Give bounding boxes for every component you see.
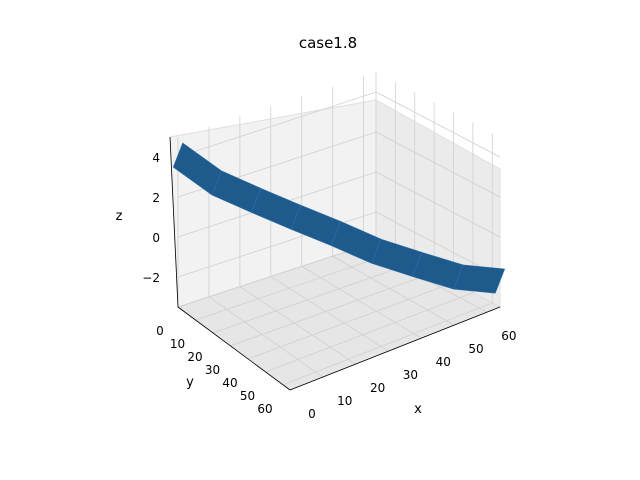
y-axis-line: [177, 306, 291, 391]
grid-line-y: [195, 251, 396, 321]
x-tick-label: 40: [436, 355, 451, 369]
grid-line-y: [265, 292, 474, 373]
grid-line-y: [282, 302, 493, 386]
x-tick-label: 30: [403, 368, 418, 382]
grid-line-x: [208, 296, 324, 378]
y-tick-label: 40: [222, 376, 237, 390]
x-tick-label: 20: [370, 381, 385, 395]
grid-line-x: [270, 276, 389, 352]
y-tick-label: 30: [205, 363, 220, 377]
y-axis-label: y: [186, 375, 194, 390]
x-tick-label: 10: [337, 394, 352, 408]
surface-patch: [453, 264, 506, 294]
x-tick-label: 50: [468, 342, 483, 356]
y-tick-label: 0: [156, 324, 164, 338]
y-tick-label: 50: [240, 389, 255, 403]
grid-line-y: [247, 282, 454, 360]
grid-line-z: [177, 91, 501, 158]
grid-line-y: [230, 272, 435, 347]
grid-line-x: [301, 266, 422, 339]
grid-lines: [177, 72, 501, 391]
y-tick-label: 60: [257, 402, 272, 416]
z-tick-label: 4: [152, 151, 160, 165]
x-axis-label: x: [414, 402, 422, 417]
grid-line-y: [177, 241, 377, 308]
y-tick-label: 20: [187, 350, 202, 364]
grid-line-z: [177, 171, 501, 238]
y-tick-label: 10: [170, 337, 185, 351]
grid-line-z: [177, 211, 501, 278]
z-tick-label: 0: [152, 231, 160, 245]
grid-line-x: [332, 255, 455, 326]
chart-title: case1.8: [299, 34, 357, 52]
grid-line-x: [239, 286, 356, 365]
grid-line-z: [177, 131, 501, 198]
z-tick-label: 2: [152, 191, 160, 205]
x-axis-line: [289, 306, 501, 391]
x-tick-label: 0: [308, 407, 316, 421]
x-tick-label: 60: [501, 329, 516, 343]
z-tick-label: −2: [142, 271, 160, 285]
grid-line-y: [212, 261, 415, 334]
surface: [172, 142, 506, 294]
z-axis-line: [169, 136, 179, 308]
z-axis-label: z: [116, 209, 123, 224]
